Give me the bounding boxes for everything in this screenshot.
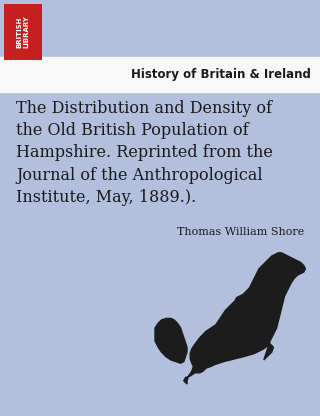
Polygon shape xyxy=(155,318,187,363)
Text: BRITISH
LIBRARY: BRITISH LIBRARY xyxy=(17,15,29,48)
Bar xyxy=(4,4,42,60)
Text: History of Britain & Ireland: History of Britain & Ireland xyxy=(131,68,310,81)
Text: The Distribution and Density of
the Old British Population of
Hampshire. Reprint: The Distribution and Density of the Old … xyxy=(16,100,273,206)
Polygon shape xyxy=(184,253,305,384)
Text: Thomas William Shore: Thomas William Shore xyxy=(177,227,304,237)
